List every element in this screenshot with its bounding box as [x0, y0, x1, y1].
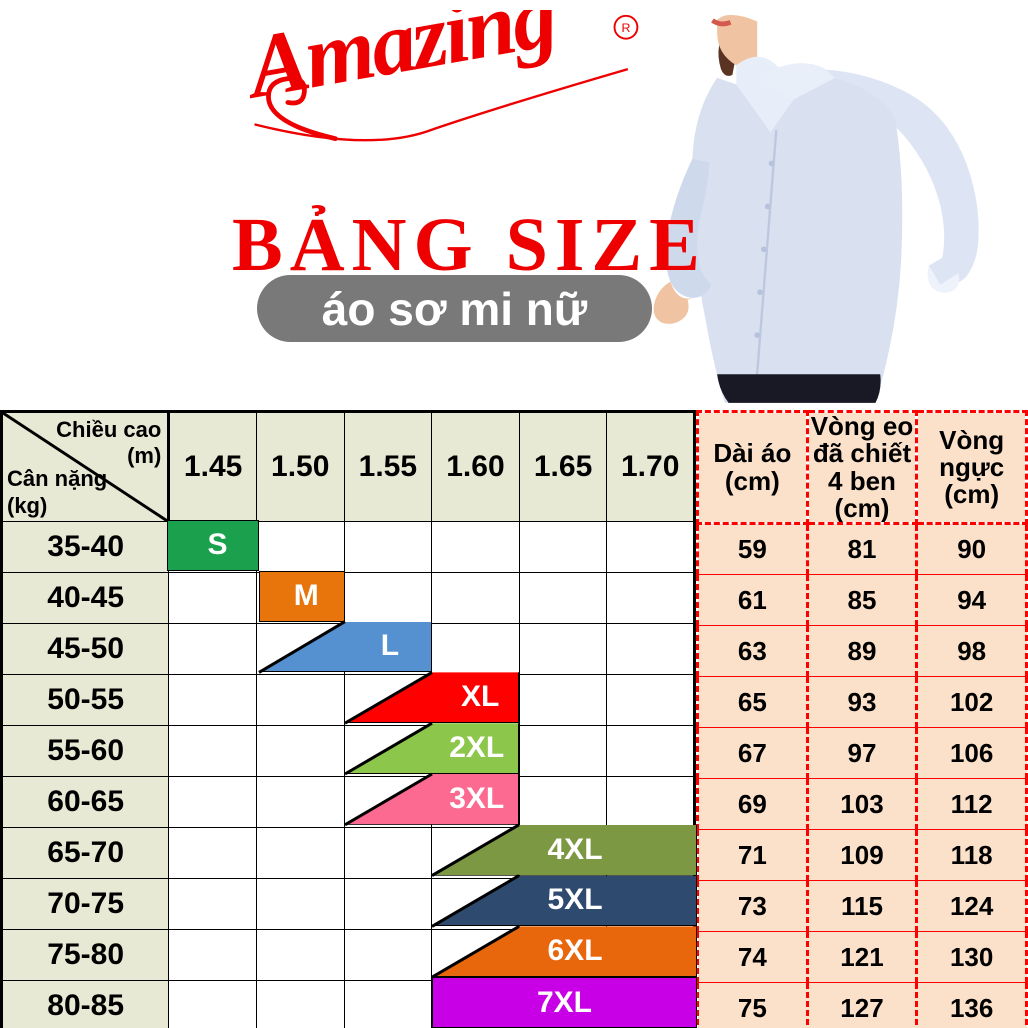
- svg-text:R: R: [621, 21, 630, 35]
